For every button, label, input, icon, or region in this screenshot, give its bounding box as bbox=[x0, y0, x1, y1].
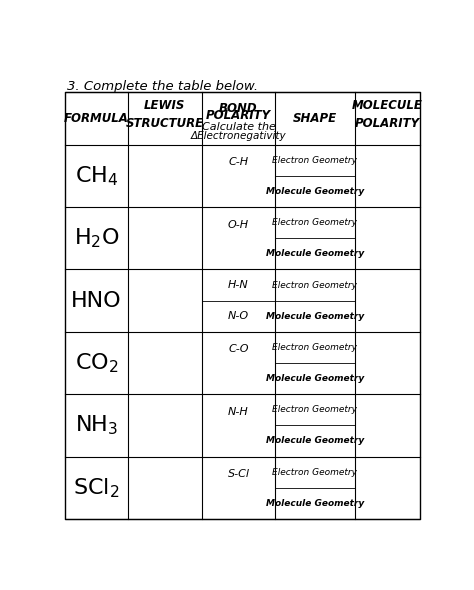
Text: MOLECULE
POLARITY: MOLECULE POLARITY bbox=[352, 99, 423, 130]
Text: H$_{2}$O: H$_{2}$O bbox=[73, 227, 119, 250]
Text: Electron Geometry: Electron Geometry bbox=[272, 218, 357, 227]
Text: C-O: C-O bbox=[228, 345, 249, 354]
Text: Calculate the: Calculate the bbox=[201, 122, 275, 132]
Text: LEWIS
STRUCTURE: LEWIS STRUCTURE bbox=[126, 99, 204, 130]
Text: Molecule Geometry: Molecule Geometry bbox=[266, 499, 364, 508]
Text: O-H: O-H bbox=[228, 219, 249, 230]
Text: Electron Geometry: Electron Geometry bbox=[272, 343, 357, 352]
Text: Molecule Geometry: Molecule Geometry bbox=[266, 312, 364, 321]
Text: 3. Complete the table below.: 3. Complete the table below. bbox=[67, 80, 258, 93]
Text: Electron Geometry: Electron Geometry bbox=[272, 468, 357, 477]
Text: H-N: H-N bbox=[228, 280, 249, 290]
Text: SCl$_{2}$: SCl$_{2}$ bbox=[73, 476, 119, 500]
Text: Molecule Geometry: Molecule Geometry bbox=[266, 187, 364, 196]
Text: N-H: N-H bbox=[228, 407, 249, 417]
Text: Electron Geometry: Electron Geometry bbox=[272, 281, 357, 290]
Text: CO$_{2}$: CO$_{2}$ bbox=[75, 351, 118, 375]
Text: BOND: BOND bbox=[219, 101, 258, 114]
Text: NH$_{3}$: NH$_{3}$ bbox=[75, 414, 118, 437]
Text: FORMULA: FORMULA bbox=[64, 112, 129, 125]
Text: C-H: C-H bbox=[228, 157, 248, 167]
Text: S-Cl: S-Cl bbox=[228, 469, 249, 479]
Text: Molecule Geometry: Molecule Geometry bbox=[266, 374, 364, 383]
Text: ΔElectronegativity: ΔElectronegativity bbox=[191, 131, 286, 141]
Text: Electron Geometry: Electron Geometry bbox=[272, 156, 357, 165]
Text: HNO: HNO bbox=[71, 291, 122, 311]
Text: Molecule Geometry: Molecule Geometry bbox=[266, 250, 364, 258]
Text: Molecule Geometry: Molecule Geometry bbox=[266, 437, 364, 445]
Text: SHAPE: SHAPE bbox=[293, 112, 337, 125]
Text: Electron Geometry: Electron Geometry bbox=[272, 405, 357, 414]
Text: CH$_{4}$: CH$_{4}$ bbox=[75, 164, 118, 188]
Text: N-O: N-O bbox=[228, 312, 249, 321]
Text: POLARITY: POLARITY bbox=[206, 109, 271, 122]
